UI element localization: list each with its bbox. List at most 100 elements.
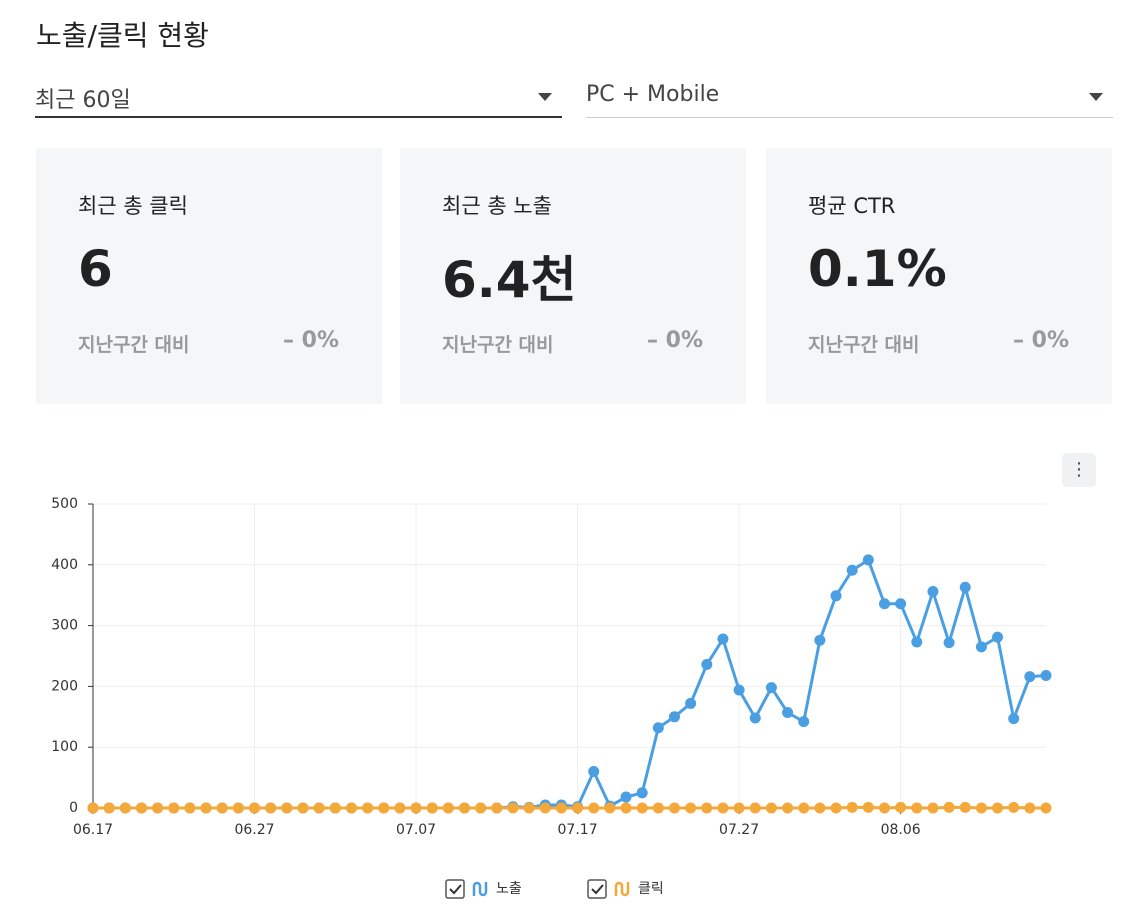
point <box>798 802 810 814</box>
point <box>249 802 261 814</box>
point <box>652 802 664 814</box>
legend-item[interactable]: 클릭 <box>587 879 664 899</box>
point <box>911 802 923 814</box>
point <box>87 802 99 814</box>
point <box>135 802 147 814</box>
y-tick-label: 300 <box>51 618 78 634</box>
point <box>685 697 697 709</box>
point <box>701 802 713 814</box>
point <box>668 802 680 814</box>
y-tick-label: 500 <box>51 496 78 512</box>
menu-button[interactable]: ⋮ <box>1062 453 1096 487</box>
card-value: 6 <box>78 240 113 298</box>
point <box>668 711 680 723</box>
point <box>200 802 212 814</box>
point <box>895 801 907 813</box>
point <box>717 802 729 814</box>
point <box>895 598 907 610</box>
point <box>265 802 277 814</box>
card-label: 평균 CTR <box>808 194 896 218</box>
point <box>975 641 987 653</box>
point <box>733 684 745 696</box>
point <box>1008 801 1020 813</box>
point <box>830 802 842 814</box>
compare-value: – 0% <box>282 328 339 353</box>
point <box>313 802 325 814</box>
point <box>782 802 794 814</box>
point <box>152 802 164 814</box>
point <box>232 802 244 814</box>
point <box>830 590 842 602</box>
point <box>717 633 729 645</box>
point <box>814 802 826 814</box>
point <box>588 802 600 814</box>
point <box>1024 802 1036 814</box>
point <box>798 716 810 728</box>
card-label: 최근 총 노출 <box>442 194 552 218</box>
legend-checkbox <box>587 879 607 899</box>
point <box>1040 802 1052 814</box>
period-dropdown[interactable]: 최근 60일 <box>35 76 562 118</box>
chart: 0 100 200 300 400 500 06.17 06.27 07.07 07.17 07.2… <box>51 496 1052 899</box>
point <box>297 802 309 814</box>
legend-item[interactable]: 노출 <box>445 879 522 899</box>
point <box>103 802 115 814</box>
point <box>604 802 616 814</box>
point <box>814 634 826 646</box>
series-line <box>93 557 1047 810</box>
stat-card: 최근 총 노출 6.4천 지난구간 대비 – 0% <box>400 148 746 404</box>
point <box>636 802 648 814</box>
device-dropdown[interactable]: PC + Mobile <box>586 76 1113 118</box>
caret <box>538 93 552 101</box>
point <box>378 802 390 814</box>
point <box>862 554 874 566</box>
x-tick-label: 06.17 <box>73 822 113 838</box>
point <box>943 637 955 649</box>
point <box>652 722 664 734</box>
point <box>765 682 777 694</box>
point <box>749 802 761 814</box>
point <box>959 801 971 813</box>
point <box>943 801 955 813</box>
x-tick-label: 07.17 <box>558 822 598 838</box>
point <box>992 802 1004 814</box>
compare-value: – 0% <box>646 328 703 353</box>
card-value: 0.1% <box>808 240 947 298</box>
point <box>620 791 632 803</box>
point <box>410 802 422 814</box>
stat-card: 평균 CTR 0.1% 지난구간 대비 – 0% <box>766 148 1112 404</box>
compare-label: 지난구간 대비 <box>78 334 190 356</box>
point <box>491 802 503 814</box>
y-tick-label: 400 <box>51 557 78 573</box>
legend-checkbox <box>445 879 465 899</box>
point <box>475 802 487 814</box>
point <box>992 631 1004 643</box>
dropdown-value: 최근 60일 <box>35 88 131 113</box>
dropdown-value: PC + Mobile <box>586 82 720 107</box>
card-value: 6.4천 <box>442 251 577 309</box>
point <box>588 766 600 778</box>
point <box>878 802 890 814</box>
y-tick-label: 100 <box>51 739 78 755</box>
point <box>426 802 438 814</box>
stat-card: 최근 총 클릭 6 지난구간 대비 – 0% <box>36 148 382 404</box>
point <box>846 801 858 813</box>
point <box>394 802 406 814</box>
point <box>927 586 939 598</box>
point <box>620 802 632 814</box>
point <box>507 802 519 814</box>
point <box>442 802 454 814</box>
point <box>878 598 890 610</box>
x-tick-label: 08.06 <box>881 822 921 838</box>
point <box>975 802 987 814</box>
point <box>281 802 293 814</box>
point <box>1008 713 1020 725</box>
point <box>216 802 228 814</box>
caret <box>1089 93 1103 101</box>
point <box>362 802 374 814</box>
check-mark <box>591 884 604 895</box>
point <box>523 802 535 814</box>
point <box>701 659 713 671</box>
point <box>685 802 697 814</box>
